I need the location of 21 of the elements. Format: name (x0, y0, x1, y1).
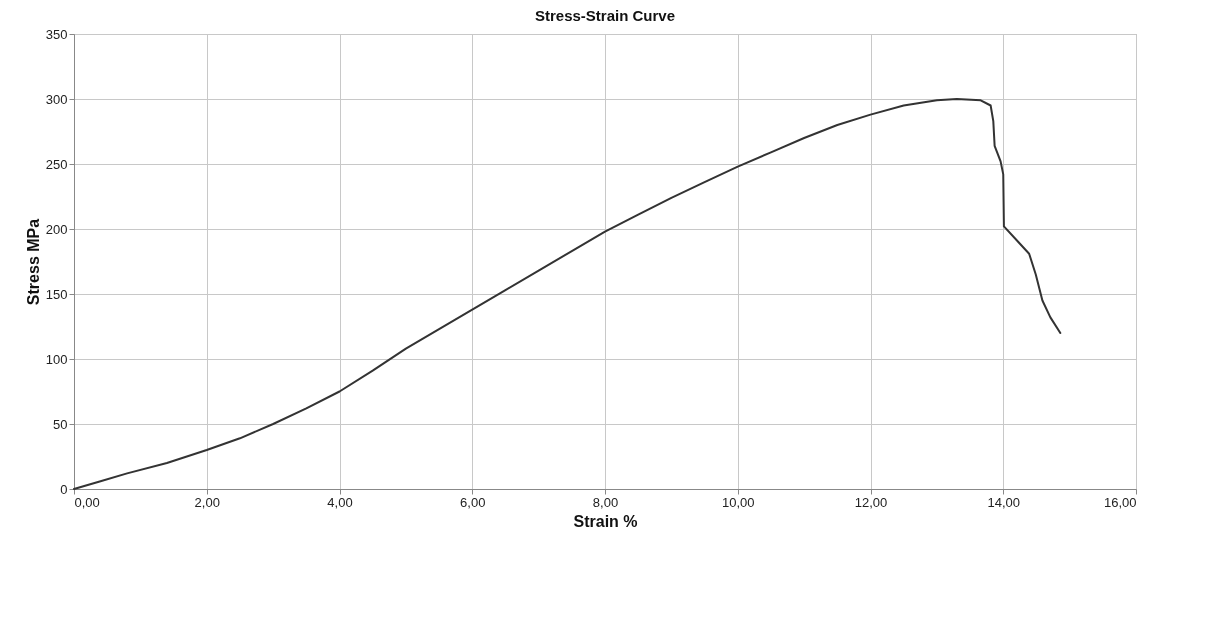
x-tick-label: 0,00 (74, 494, 100, 510)
x-tick-label: 14,00 (987, 494, 1021, 510)
x-axis-title: Strain % (573, 512, 638, 530)
y-tick-label: 0 (60, 481, 68, 497)
y-tick-label: 200 (45, 221, 68, 237)
y-tick-label: 50 (53, 416, 68, 432)
x-tick-label: 10,00 (721, 494, 755, 510)
x-tick-label: 6,00 (460, 494, 486, 510)
x-tick-label: 4,00 (327, 494, 353, 510)
chart-title: Stress-Strain Curve (534, 7, 676, 24)
y-tick-label: 100 (45, 351, 68, 367)
y-axis-title: Stress MPa (24, 218, 42, 306)
x-tick-label: 8,00 (592, 494, 619, 510)
line-series (73, 98, 1062, 490)
x-tick-label: 2,00 (194, 494, 220, 510)
y-tick-label: 300 (45, 91, 68, 107)
y-tick-label: 150 (45, 286, 68, 302)
x-tick-label: 16,00 (1103, 494, 1137, 510)
y-tick-label: 350 (45, 26, 68, 42)
x-tick-label: 12,00 (854, 494, 888, 510)
y-tick-label: 250 (45, 156, 68, 172)
